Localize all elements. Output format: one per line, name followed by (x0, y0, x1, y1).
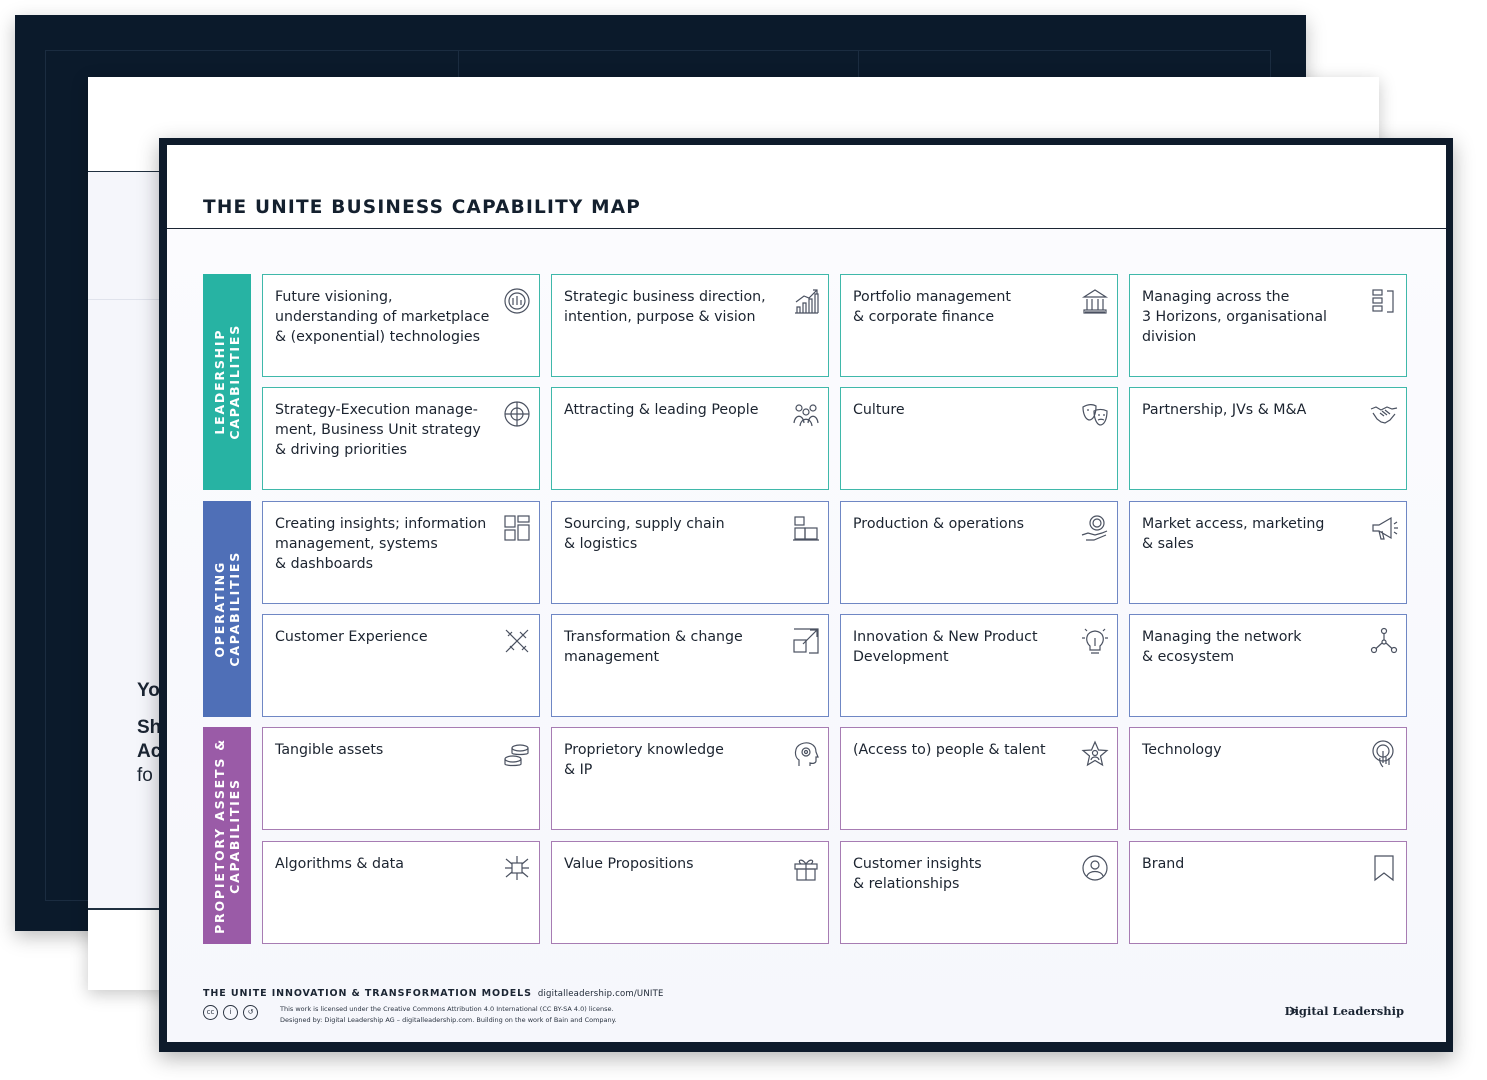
page-title: THE UNITE BUSINESS CAPABILITY MAP (203, 197, 642, 218)
divider (88, 299, 163, 300)
capability-cell: Transformation & change management (551, 614, 829, 717)
capability-label: Culture (853, 402, 905, 418)
footer-url[interactable]: digitalleadership.com/UNITE (537, 989, 664, 999)
partial-text: fo (137, 765, 153, 786)
capability-cell: Brand (1129, 841, 1407, 944)
capability-label: Brand (1142, 856, 1185, 872)
lightbulb-icon (1082, 628, 1108, 654)
capability-cell: Portfolio management & corporate finance (840, 274, 1118, 377)
capability-label: Managing the network & ecosystem (1142, 629, 1302, 665)
chip-icon (505, 856, 529, 880)
capability-cell: Creating insights; information managemen… (262, 501, 540, 604)
capability-label: Sourcing, supply chain & logistics (564, 516, 725, 552)
capability-cell: Managing the network & ecosystem (1129, 614, 1407, 717)
gift-icon (794, 859, 818, 881)
capability-cell: Strategic business direction, intention,… (551, 274, 829, 377)
bookmark-icon (1374, 855, 1394, 882)
band-proprietary: PROPIETORY ASSETS & CAPABILITIES (203, 727, 251, 944)
capability-label: Strategic business direction, intention,… (564, 289, 766, 325)
band-label: LEADERSHIP CAPABILITIES (212, 324, 242, 440)
capability-cell: Partnership, JVs & M&A (1129, 387, 1407, 490)
capability-label: Partnership, JVs & M&A (1142, 402, 1307, 418)
megaphone-icon (1372, 516, 1398, 540)
capability-label: Creating insights; information managemen… (275, 516, 487, 572)
capability-cell: Innovation & New Product Development (840, 614, 1118, 717)
people-icon (793, 404, 819, 427)
capability-cell: Customer Experience (262, 614, 540, 717)
band-label: OPERATING CAPABILITIES (212, 551, 242, 667)
capability-label: Tangible assets (275, 742, 384, 758)
capability-cell: Customer insights & relationships (840, 841, 1118, 944)
capability-label: Innovation & New Product Development (853, 629, 1038, 665)
capability-label: Market access, marketing & sales (1142, 516, 1325, 552)
gear-hand-icon (1081, 515, 1108, 541)
capability-label: Future visioning, understanding of marke… (275, 289, 490, 345)
capability-cell: Strategy-Execution manage- ment, Busines… (262, 387, 540, 490)
capability-label: Technology (1142, 742, 1222, 758)
partial-text: Yo (137, 680, 160, 701)
capability-cell: Future visioning, understanding of marke… (262, 274, 540, 377)
network-icon (1370, 627, 1398, 654)
capability-label: Production & operations (853, 516, 1025, 532)
capability-cell: Attracting & leading People (551, 387, 829, 490)
partial-text: Sh (137, 717, 162, 738)
growth-chart-icon (795, 289, 819, 314)
capability-label: Strategy-Execution manage- ment, Busines… (275, 402, 481, 458)
coins-icon (504, 744, 529, 767)
capability-label: Customer insights & relationships (853, 856, 982, 892)
touch-icon (1372, 740, 1394, 768)
brand-logo-icon (1289, 1006, 1299, 1016)
capability-cell: Sourcing, supply chain & logistics (551, 501, 829, 604)
user-circle-icon (1082, 855, 1108, 881)
capability-label: Value Propositions (564, 856, 694, 872)
footer-license: This work is licensed under the Creative… (280, 1005, 614, 1013)
sheet-paper: THE UNITE BUSINESS CAPABILITY MAP LEADER… (167, 145, 1446, 1042)
capability-label: Managing across the 3 Horizons, organisa… (1142, 289, 1327, 345)
capability-label: (Access to) people & talent (853, 742, 1046, 758)
footer-models: THE UNITE INNOVATION & TRANSFORMATION MO… (203, 988, 664, 999)
capability-cell: Culture (840, 387, 1118, 490)
partial-text: Ac (137, 741, 162, 762)
capability-label: Customer Experience (275, 629, 428, 645)
head-gear-icon (794, 742, 819, 766)
band-operating: OPERATING CAPABILITIES (203, 501, 251, 717)
capability-label: Attracting & leading People (564, 402, 759, 418)
expand-icon (793, 628, 819, 654)
brand-name: Digital Leadership (1284, 1004, 1404, 1018)
capability-cell: Technology (1129, 727, 1407, 830)
footer-designed: Designed by: Digital Leadership AG – dig… (280, 1016, 617, 1024)
design-tools-icon (505, 629, 529, 653)
horizons-icon (1372, 289, 1394, 313)
capability-cell: Proprietory knowledge & IP (551, 727, 829, 830)
capability-cell: Production & operations (840, 501, 1118, 604)
capability-label: Portfolio management & corporate finance (853, 289, 1011, 325)
capability-cell: Algorithms & data (262, 841, 540, 944)
capability-map-sheet: THE UNITE BUSINESS CAPABILITY MAP LEADER… (159, 138, 1453, 1052)
by-icon: i (223, 1005, 238, 1020)
band-leadership: LEADERSHIP CAPABILITIES (203, 274, 251, 490)
capability-cell: Tangible assets (262, 727, 540, 830)
capability-cell: Value Propositions (551, 841, 829, 944)
footer-models-label: THE UNITE INNOVATION & TRANSFORMATION MO… (203, 988, 532, 999)
capability-cell: (Access to) people & talent (840, 727, 1118, 830)
band-label: PROPIETORY ASSETS & CAPABILITIES (212, 737, 242, 934)
target-icon (504, 401, 530, 427)
capability-cell: Market access, marketing & sales (1129, 501, 1407, 604)
bank-icon (1081, 289, 1109, 314)
handshake-icon (1370, 406, 1398, 424)
capability-label: Transformation & change management (564, 629, 743, 665)
boxes-icon (793, 516, 819, 541)
sa-icon: ↺ (243, 1005, 258, 1020)
star-person-icon (1081, 740, 1109, 767)
capability-cell: Managing across the 3 Horizons, organisa… (1129, 274, 1407, 377)
title-divider (167, 228, 1446, 229)
theater-masks-icon (1082, 404, 1108, 426)
capability-label: Proprietory knowledge & IP (564, 742, 724, 778)
compass-gear-icon (504, 288, 530, 314)
dashboard-icon (504, 515, 530, 541)
cc-icon: cc (203, 1005, 218, 1020)
capability-label: Algorithms & data (275, 856, 404, 872)
